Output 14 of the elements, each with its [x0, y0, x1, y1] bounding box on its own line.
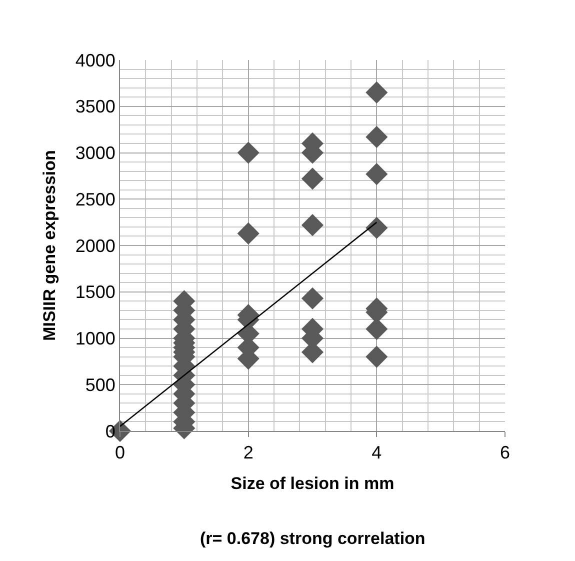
x-tick-label: 2 — [243, 442, 254, 463]
y-axis-title: MISIIR gene expression — [40, 150, 59, 341]
y-tick-label: 3500 — [75, 96, 116, 117]
x-tick-label: 6 — [500, 442, 510, 463]
text: (r= 0.678) strong correlation — [200, 529, 426, 548]
y-tick-label: 4000 — [75, 50, 116, 70]
y-tick-label: 500 — [85, 374, 116, 395]
y-tick-label: 2000 — [75, 236, 116, 256]
y-tick-label: 1500 — [75, 282, 116, 302]
y-tick-label: 2500 — [75, 189, 116, 210]
x-axis-title: Size of lesion in mm — [230, 474, 394, 493]
x-tick-label: 4 — [372, 442, 382, 463]
y-tick-label: 3000 — [75, 143, 116, 164]
y-tick-label: 1000 — [75, 328, 116, 349]
